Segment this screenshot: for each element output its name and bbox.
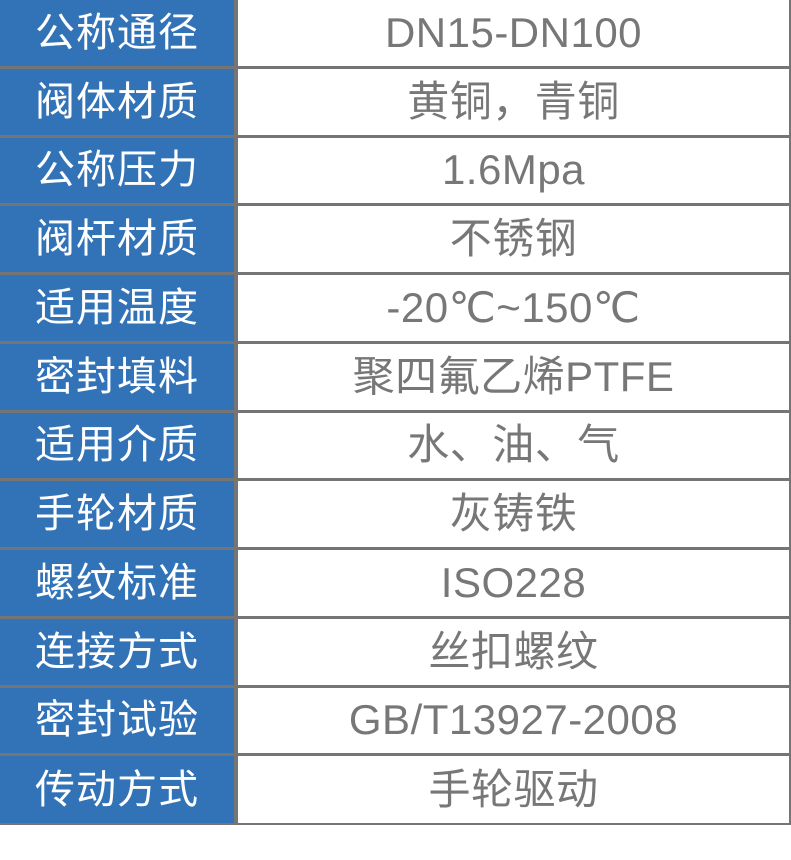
spec-value: 不锈钢 [238,206,791,272]
spec-value: 手轮驱动 [238,756,791,823]
spec-row-handwheel-material: 手轮材质 灰铸铁 [0,481,791,550]
spec-row-applicable-medium: 适用介质 水、油、气 [0,412,791,482]
spec-row-seal-test: 密封试验 GB/T13927-2008 [0,687,791,757]
spec-value: 1.6Mpa [238,137,791,204]
spec-row-thread-standard: 螺纹标准 ISO228 [0,550,791,619]
spec-value: 黄铜，青铜 [238,68,791,135]
spec-value: ISO228 [238,550,791,616]
spec-label: 连接方式 [0,618,238,685]
spec-row-connection-type: 连接方式 丝扣螺纹 [0,618,791,688]
spec-value: 丝扣螺纹 [238,618,791,685]
spec-label: 公称压力 [0,137,238,204]
spec-row-stem-material: 阀杆材质 不锈钢 [0,206,791,275]
spec-value: 灰铸铁 [238,481,791,547]
spec-row-nominal-diameter: 公称通径 DN15-DN100 [0,0,791,69]
spec-row-temperature-range: 适用温度 -20℃~150℃ [0,275,791,344]
spec-label: 适用温度 [0,275,238,341]
spec-value: 水、油、气 [238,412,791,479]
spec-label: 阀杆材质 [0,206,238,272]
spec-label: 传动方式 [0,756,238,823]
spec-value: DN15-DN100 [238,0,791,66]
spec-label: 手轮材质 [0,481,238,547]
spec-row-drive-type: 传动方式 手轮驱动 [0,756,791,825]
spec-value: 聚四氟乙烯PTFE [238,343,791,410]
spec-value: GB/T13927-2008 [238,687,791,754]
spec-row-nominal-pressure: 公称压力 1.6Mpa [0,137,791,207]
spec-row-seal-packing: 密封填料 聚四氟乙烯PTFE [0,343,791,413]
spec-row-body-material: 阀体材质 黄铜，青铜 [0,68,791,138]
spec-label: 公称通径 [0,0,238,66]
spec-label: 螺纹标准 [0,550,238,616]
spec-label: 密封填料 [0,343,238,410]
spec-value: -20℃~150℃ [238,275,791,341]
spec-label: 密封试验 [0,687,238,754]
spec-label: 适用介质 [0,412,238,479]
spec-label: 阀体材质 [0,68,238,135]
